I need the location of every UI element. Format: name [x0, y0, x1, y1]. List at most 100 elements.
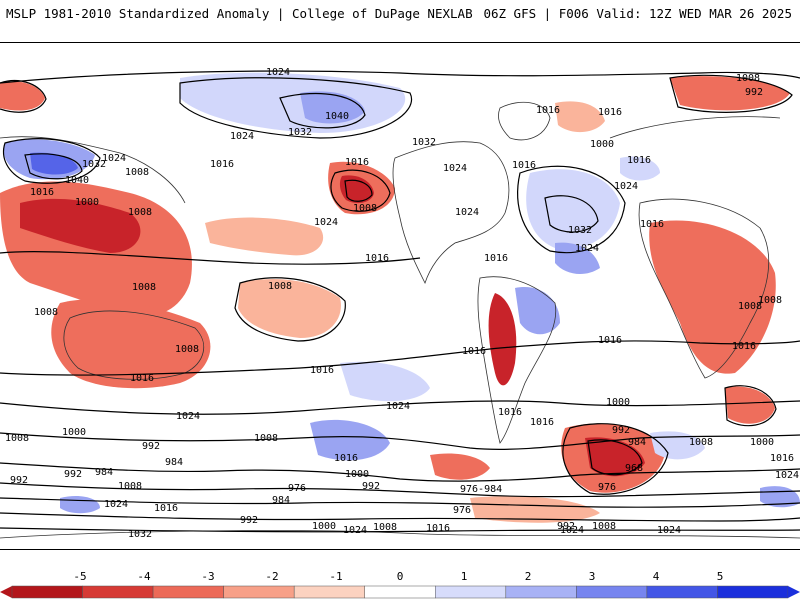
isobar-line [724, 385, 777, 427]
isobar-line [0, 400, 800, 415]
isobar-label: 1016 [770, 453, 794, 464]
isobar-label: 968 [625, 463, 643, 474]
isobar-label: 1032 [82, 159, 106, 170]
colorbar-tick-label: 1 [460, 570, 468, 583]
isobar-label: 1032 [568, 225, 592, 236]
anomaly-area-south-pacific [238, 278, 341, 338]
coastline-north-america [392, 141, 510, 285]
colorbar-tick-label: 4 [652, 570, 660, 583]
isobar-label: 976-984 [460, 484, 502, 495]
isobar-label: 1008 [268, 281, 292, 292]
isobar-line [669, 74, 793, 113]
anomaly-area-southern-west [60, 496, 100, 514]
isobar-label: 992 [64, 469, 82, 480]
isobar-line [587, 439, 643, 476]
anomaly-area-indian-ocean [725, 386, 775, 424]
colorbar-tick-label: -2 [265, 570, 279, 583]
isobar-label: 992 [557, 521, 575, 532]
isobar-label: 1024 [657, 525, 681, 536]
isobar-label: 1024 [266, 67, 290, 78]
isobar-label: 992 [362, 481, 380, 492]
isobar-label: 976 [598, 482, 616, 493]
isobar-label: 1008 [758, 295, 782, 306]
colorbar-segment [11, 585, 83, 599]
isobar-label: 1016 [30, 187, 54, 198]
colorbar-segment [364, 585, 436, 599]
isobar-line [279, 92, 366, 129]
colorbar-tick-label: 3 [588, 570, 596, 583]
anomaly-area-atlantic-high [526, 169, 620, 249]
isobar-line [0, 482, 800, 498]
anomaly-area-north-pacific-high [180, 72, 406, 133]
isobar-label: 1024 [104, 499, 128, 510]
isobar-label: 1024 [775, 470, 799, 481]
isobar-line [330, 169, 391, 212]
isobar-line [0, 340, 800, 376]
anomaly-shading [0, 72, 800, 523]
isobar-label: 1000 [62, 427, 86, 438]
colorbar-segment [152, 585, 224, 599]
isobar-label: 1016 [498, 407, 522, 418]
colorbar-scale [0, 585, 800, 599]
isobar-label: 1016 [484, 253, 508, 264]
isobar-label: 1008 [353, 203, 377, 214]
anomaly-area-asia-core [20, 198, 141, 253]
isobar-label: 1008 [738, 301, 762, 312]
isobar-label: 1024 [575, 243, 599, 254]
isobar-label: 1008 [736, 73, 760, 84]
isobar-label: 1016 [462, 346, 486, 357]
isobar-label: 1032 [412, 137, 436, 148]
isobar-label: 1016 [732, 341, 756, 352]
isobar-label: 1008 [118, 481, 142, 492]
isobar-label: 1008 [5, 433, 29, 444]
isobar-label: 1016 [334, 453, 358, 464]
colorbar-tick-label: -5 [73, 570, 87, 583]
isobar-label: 992 [612, 425, 630, 436]
isobar-label: 1024 [443, 163, 467, 174]
isobar-line [0, 527, 800, 533]
colorbar-segment [717, 585, 789, 599]
isobar-line [0, 432, 800, 450]
isobar-label: 1008 [132, 282, 156, 293]
isobar-label: 1024 [343, 525, 367, 536]
isobar-line [24, 153, 83, 180]
isobar-label: 1024 [314, 217, 338, 228]
isobar-label: 1024 [560, 525, 584, 536]
isobar-label: 1032 [128, 529, 152, 540]
colorbar-segment [646, 585, 718, 599]
isobar-line [562, 423, 669, 495]
colorbar-tick-label: -1 [329, 570, 343, 583]
isobar-label: 976 [453, 505, 471, 516]
isobar-label: 1024 [455, 207, 479, 218]
isobar-label: 984 [628, 437, 646, 448]
anomaly-area-west-asia [0, 81, 45, 111]
colorbar: -5 -4 -3 -2 -1 0 1 2 3 4 5 [0, 568, 800, 600]
isobar-label: 1016 [598, 335, 622, 346]
isobar-label: 1016 [426, 523, 450, 534]
isobar-label: 1000 [75, 197, 99, 208]
isobar-line [0, 462, 800, 482]
isobar-line [0, 79, 47, 113]
anomaly-area-north-atlantic [555, 101, 605, 133]
colorbar-segment [435, 585, 507, 599]
colorbar-tick-label: 2 [524, 570, 532, 583]
isobar-label: 1008 [128, 207, 152, 218]
anomaly-map: 1024 1040 1032 1008 992 1024 1032 1016 1… [0, 67, 800, 540]
colorbar-tick-label: -3 [201, 570, 215, 583]
isobar-label: 984 [95, 467, 113, 478]
anomaly-area-north-europe [620, 156, 660, 181]
anomaly-area-siberia-core [30, 152, 78, 175]
isobar-label: 1032 [288, 127, 312, 138]
colorbar-left-arrow [0, 586, 12, 598]
isobar-label: 984 [165, 457, 183, 468]
isobar-line [234, 277, 346, 342]
isobar-line [179, 77, 413, 139]
coastline-antarctica [0, 530, 800, 539]
isobars [0, 70, 800, 533]
isobar-label: 1000 [590, 139, 614, 150]
coastline-africa [638, 198, 770, 379]
anomaly-area-andes [488, 293, 517, 386]
isobar-label: 976 [288, 483, 306, 494]
model-run-info: 06Z GFS | F006 Valid: 12Z WED MAR 26 202… [483, 6, 792, 21]
isobar-line [0, 251, 421, 265]
